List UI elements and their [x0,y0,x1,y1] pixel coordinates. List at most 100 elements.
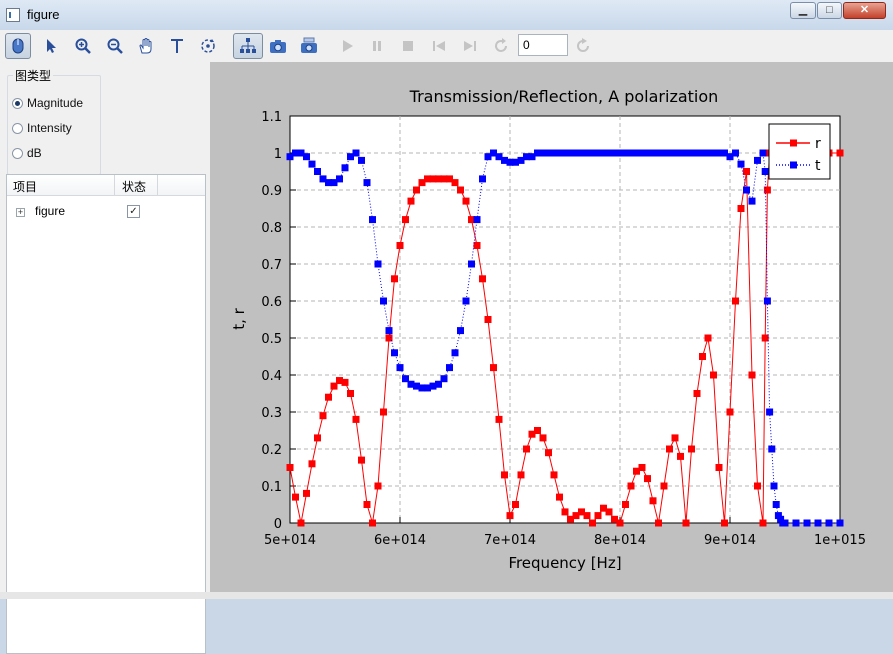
data-point [814,519,822,527]
radio-intensity[interactable]: Intensity [12,121,72,135]
radio-db[interactable]: dB [12,146,42,160]
data-point [528,430,536,438]
data-point [627,482,635,490]
column-header-state[interactable]: 状态 [122,180,147,194]
chart: Transmission/Reflection, A polarization … [230,87,866,572]
radio-button[interactable] [12,147,23,159]
data-point [754,482,761,490]
data-point [556,493,563,501]
text-tool-button[interactable] [164,33,190,59]
data-point [319,412,327,420]
data-point [413,382,420,390]
data-tree-button[interactable] [233,33,263,59]
data-point [435,380,442,388]
data-point [380,408,387,416]
zoom-out-button[interactable] [102,33,128,59]
tree-item-figure[interactable]: figure [35,204,66,218]
object-tree[interactable]: 项目 状态 + figure ✓ [6,174,206,654]
zoom-in-button[interactable] [70,33,96,59]
expand-icon[interactable]: + [16,207,25,217]
data-point [523,445,530,453]
data-point [369,519,376,527]
data-point [836,519,844,527]
data-point [545,449,552,457]
data-point [759,519,767,527]
y-tick-label: 0.3 [261,406,282,421]
title-bar[interactable]: figure ▁ □ ✕ [0,0,893,31]
data-point [622,501,629,508]
legend-marker-t [790,161,797,169]
series-t [286,149,844,527]
data-point [682,519,690,527]
pointer-icon [47,39,56,53]
y-axis-label: t, r [230,307,248,329]
window-title: figure [27,7,60,22]
data-point [754,156,761,164]
data-point [737,205,745,212]
data-point [292,493,299,501]
series-layer [286,149,844,527]
data-point [688,445,695,453]
data-point [473,242,481,249]
data-point [424,175,431,183]
radio-magnitude[interactable]: Magnitude [12,96,83,110]
mouse-mode-button[interactable] [5,33,31,59]
app-icon [6,8,20,22]
data-point [347,390,354,397]
data-point [743,168,750,175]
pause-icon [373,41,381,51]
data-point [369,216,376,224]
close-button[interactable]: ✕ [843,2,886,19]
data-point [407,380,415,388]
data-point [768,445,776,453]
pointer-button[interactable] [38,33,64,59]
snapshot-button[interactable] [265,33,291,59]
visibility-checkbox[interactable]: ✓ [127,205,140,218]
data-point [347,153,354,161]
rotate-icon [201,39,215,53]
rotate-button[interactable] [195,33,221,59]
y-tick-label: 0 [274,517,282,532]
minimize-button[interactable]: ▁ [790,2,816,19]
data-point [638,464,646,471]
reload-button[interactable] [570,33,596,59]
data-point [556,149,563,157]
data-point [583,149,591,157]
data-point [336,175,343,183]
data-point [693,149,701,157]
skip-back-button[interactable] [426,33,452,59]
data-point [763,186,771,194]
radio-button[interactable] [12,97,23,109]
pan-button[interactable] [133,33,159,59]
data-point [512,501,519,508]
stop-button[interactable] [395,33,421,59]
data-point [457,186,464,194]
maximize-button[interactable]: □ [817,2,842,19]
data-point [611,515,618,523]
data-point [363,501,371,508]
skip-forward-button[interactable] [457,33,483,59]
data-point [297,149,305,157]
data-point [374,260,382,268]
play-icon [343,40,353,52]
data-point [308,160,316,168]
data-point [550,149,558,157]
data-point [528,153,536,161]
data-point [418,384,426,392]
column-header-item[interactable]: 项目 [13,180,38,194]
legend-label-r: r [815,136,821,152]
pause-button[interactable] [364,33,390,59]
data-point [451,349,459,357]
data-point [743,186,750,194]
plot-type-group-title: 图类型 [13,67,54,84]
data-point [490,364,497,372]
data-point [572,149,580,157]
data-point [666,149,673,157]
play-button[interactable] [334,33,360,59]
copy-snapshot-button[interactable] [296,33,322,59]
toolbar [0,30,893,62]
frame-input[interactable] [518,34,568,56]
radio-button[interactable] [12,122,23,134]
refresh-button[interactable] [488,33,514,59]
legend-label-t: t [815,158,821,174]
